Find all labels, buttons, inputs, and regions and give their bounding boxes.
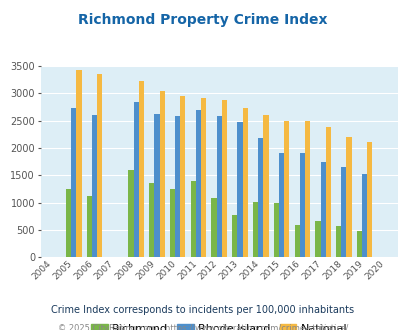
Bar bbox=[149, 183, 154, 257]
Bar bbox=[356, 231, 361, 257]
Bar bbox=[232, 215, 237, 257]
Bar bbox=[76, 70, 81, 257]
Bar bbox=[211, 198, 216, 257]
Bar bbox=[139, 81, 144, 257]
Bar bbox=[367, 142, 371, 257]
Bar bbox=[200, 98, 206, 257]
Bar bbox=[216, 116, 221, 257]
Bar bbox=[242, 108, 247, 257]
Bar bbox=[154, 114, 159, 257]
Bar bbox=[345, 137, 351, 257]
Bar bbox=[159, 91, 164, 257]
Text: © 2025 CityRating.com - https://www.cityrating.com/crime-statistics/: © 2025 CityRating.com - https://www.city… bbox=[58, 324, 347, 330]
Bar bbox=[190, 181, 195, 257]
Bar bbox=[195, 110, 200, 257]
Bar bbox=[273, 203, 278, 257]
Bar bbox=[299, 153, 304, 257]
Bar bbox=[87, 196, 92, 257]
Text: Crime Index corresponds to incidents per 100,000 inhabitants: Crime Index corresponds to incidents per… bbox=[51, 305, 354, 315]
Bar bbox=[315, 221, 320, 257]
Bar bbox=[128, 170, 133, 257]
Bar bbox=[92, 115, 97, 257]
Bar bbox=[263, 115, 268, 257]
Bar bbox=[252, 202, 258, 257]
Bar bbox=[175, 116, 180, 257]
Bar bbox=[169, 189, 175, 257]
Bar bbox=[258, 138, 263, 257]
Bar bbox=[237, 122, 242, 257]
Legend: Richmond, Rhode Island, National: Richmond, Rhode Island, National bbox=[87, 320, 350, 330]
Bar bbox=[284, 121, 289, 257]
Bar bbox=[66, 189, 71, 257]
Bar bbox=[335, 226, 341, 257]
Bar bbox=[180, 95, 185, 257]
Bar bbox=[294, 225, 299, 257]
Bar bbox=[221, 100, 226, 257]
Bar bbox=[361, 174, 367, 257]
Bar bbox=[97, 74, 102, 257]
Bar bbox=[133, 102, 139, 257]
Bar bbox=[71, 108, 76, 257]
Bar bbox=[278, 153, 284, 257]
Bar bbox=[325, 127, 330, 257]
Bar bbox=[304, 121, 309, 257]
Bar bbox=[341, 167, 345, 257]
Text: Richmond Property Crime Index: Richmond Property Crime Index bbox=[78, 13, 327, 27]
Bar bbox=[320, 162, 325, 257]
